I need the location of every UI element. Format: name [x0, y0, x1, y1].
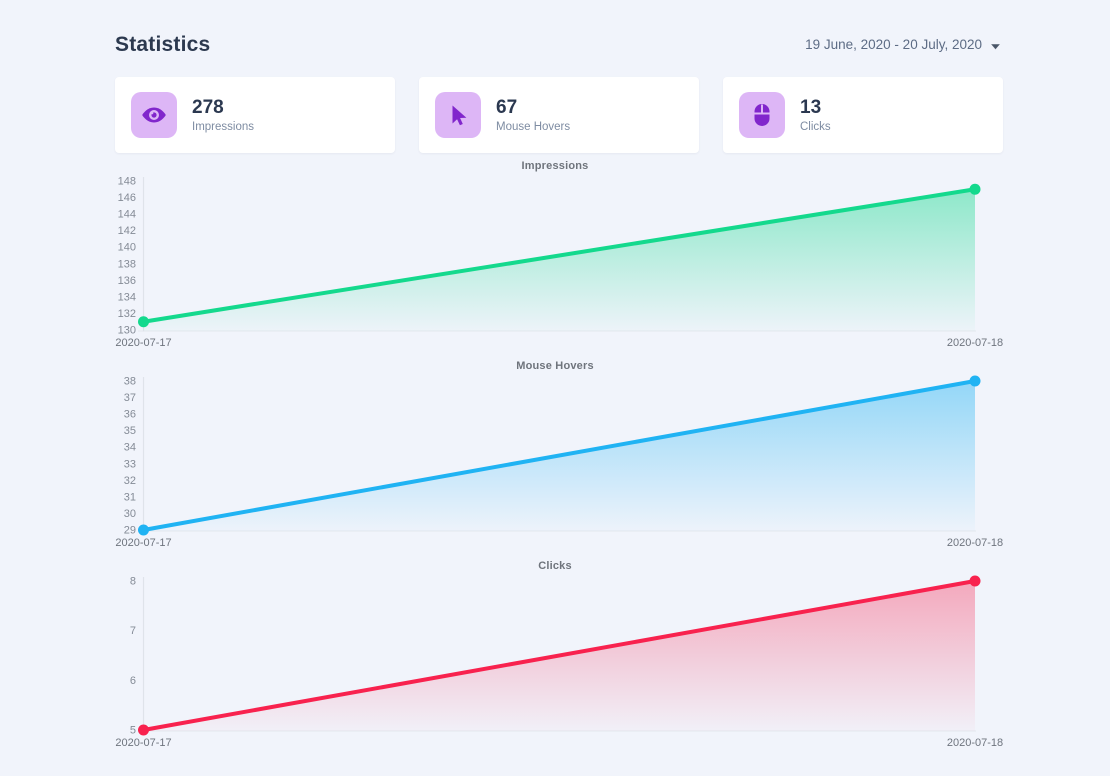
cursor-icon	[435, 92, 481, 138]
data-line	[141, 379, 977, 532]
data-point	[138, 524, 149, 536]
y-tick-label: 136	[118, 275, 136, 287]
y-tick-label: 8	[130, 576, 136, 588]
mouse-icon	[739, 92, 785, 138]
y-tick-label: 7	[130, 625, 136, 637]
chevron-down-icon	[991, 38, 1000, 53]
impressions-chart: Impressions 130 132 134 136 138 140 142 144 146 1…	[0, 160, 1110, 356]
y-tick-label: 38	[124, 376, 136, 388]
date-range-label: 19 June, 2020 - 20 July, 2020	[805, 37, 982, 52]
y-tick-label: 37	[124, 392, 136, 404]
y-tick-label: 35	[124, 425, 136, 437]
y-tick-label: 142	[118, 225, 136, 237]
y-tick-label: 132	[118, 308, 136, 320]
y-tick-label: 138	[118, 258, 136, 270]
stat-card-clicks: 13 Clicks	[723, 77, 1003, 153]
stat-cards: 278 Impressions 67 Mouse Hovers	[115, 77, 1003, 153]
x-tick-label: 2020-07-17	[115, 537, 171, 549]
clicks-label: Clicks	[800, 121, 831, 133]
x-tick-label: 2020-07-18	[947, 737, 1003, 749]
mouse-hovers-value: 67	[496, 97, 518, 118]
clicks-value: 13	[800, 97, 822, 118]
y-tick-label: 130	[118, 325, 136, 337]
x-tick-label: 2020-07-18	[947, 337, 1003, 349]
stat-card-text: 13 Clicks	[800, 97, 831, 133]
data-point	[138, 724, 149, 736]
y-tick-label: 29	[124, 525, 136, 537]
x-tick-label: 2020-07-17	[115, 737, 171, 749]
y-tick-label: 5	[130, 725, 136, 737]
data-point	[969, 375, 981, 387]
date-range-selector[interactable]: 19 June, 2020 - 20 July, 2020	[805, 36, 1000, 53]
data-line	[141, 579, 977, 732]
y-tick-label: 144	[118, 209, 136, 221]
eye-icon	[131, 92, 177, 138]
y-tick-label: 31	[124, 491, 136, 503]
y-tick-label: 33	[124, 458, 136, 470]
impressions-label: Impressions	[192, 121, 254, 133]
y-tick-label: 36	[124, 409, 136, 421]
data-point	[138, 316, 149, 328]
x-tick-label: 2020-07-18	[947, 537, 1003, 549]
page-title: Statistics	[115, 33, 211, 56]
stat-card-text: 67 Mouse Hovers	[496, 97, 570, 133]
mouse-hovers-chart: Mouse Hovers 29 30 31 32 33 34 35 36 37 38 2020-07…	[0, 360, 1110, 556]
y-tick-label: 6	[130, 675, 136, 687]
impressions-value: 278	[192, 97, 224, 118]
data-point	[969, 183, 981, 195]
stat-card-mouse-hovers: 67 Mouse Hovers	[419, 77, 699, 153]
stat-card-text: 278 Impressions	[192, 97, 254, 133]
area-fill	[143, 189, 975, 331]
y-tick-label: 140	[118, 242, 136, 254]
mouse-hovers-area-chart: 29 30 31 32 33 34 35 36 37 38 2020-07-17 2020-07-18	[115, 375, 1003, 549]
mouse-hovers-label: Mouse Hovers	[496, 121, 571, 133]
chart-title: Mouse Hovers	[516, 360, 594, 372]
stat-card-impressions: 278 Impressions	[115, 77, 395, 153]
clicks-chart: Clicks 5 6 7 8 2020-07-17 2020-07-18	[0, 560, 1110, 756]
y-tick-label: 134	[118, 291, 136, 303]
x-tick-label: 2020-07-17	[115, 337, 171, 349]
clicks-area-chart: 5 6 7 8 2020-07-17 2020-07-18	[115, 575, 1003, 749]
impressions-area-chart: 130 132 134 136 138 140 142 144 146 148 2020-07-17…	[115, 176, 1003, 350]
y-tick-label: 34	[124, 442, 136, 454]
y-tick-label: 148	[118, 176, 136, 188]
y-tick-label: 32	[124, 475, 136, 487]
y-tick-label: 30	[124, 508, 136, 520]
chart-title: Impressions	[521, 160, 589, 172]
data-point	[969, 575, 981, 587]
data-line	[141, 187, 977, 324]
y-tick-label: 146	[118, 192, 136, 204]
chart-title: Clicks	[538, 560, 572, 572]
